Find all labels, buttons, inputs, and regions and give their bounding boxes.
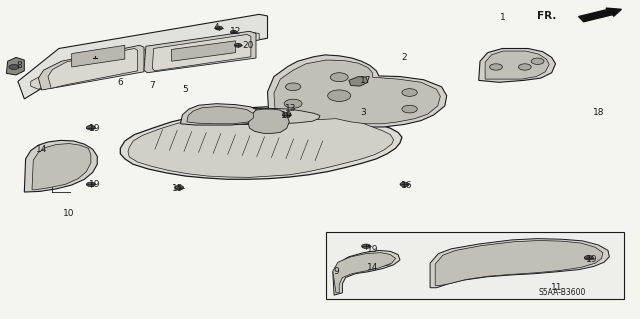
Circle shape [86,182,95,187]
Circle shape [584,256,593,260]
Circle shape [9,64,19,70]
Polygon shape [128,108,394,177]
Circle shape [518,64,531,70]
Polygon shape [479,48,556,82]
Polygon shape [152,34,251,71]
Polygon shape [48,48,138,88]
Circle shape [402,89,417,96]
Polygon shape [32,144,91,190]
Text: 9: 9 [333,267,339,276]
Polygon shape [144,31,256,73]
Bar [326,232,624,299]
Polygon shape [172,41,236,61]
Text: 5: 5 [183,85,188,94]
Text: 17: 17 [360,76,371,85]
Text: 8: 8 [17,61,22,70]
Text: 19: 19 [89,124,100,133]
Text: FR.: FR. [538,11,557,21]
Text: 13: 13 [285,104,297,113]
Circle shape [490,64,502,70]
Text: 16: 16 [401,181,412,190]
Text: 19: 19 [367,245,378,254]
Circle shape [230,30,237,33]
Text: 4: 4 [214,23,219,32]
Circle shape [330,73,348,82]
Circle shape [234,43,242,47]
Text: 11: 11 [551,283,563,292]
Text: S5AA-B3600: S5AA-B3600 [538,288,586,297]
Polygon shape [6,57,24,75]
Text: 15: 15 [172,184,184,193]
Polygon shape [180,104,261,125]
Circle shape [362,244,371,249]
Text: 12: 12 [230,27,241,36]
Polygon shape [248,109,289,133]
Circle shape [175,185,184,190]
Circle shape [531,58,544,64]
Polygon shape [435,241,603,286]
Circle shape [282,113,291,117]
Circle shape [400,182,409,187]
Polygon shape [24,140,97,192]
Polygon shape [120,107,402,179]
Polygon shape [180,108,320,124]
Polygon shape [72,45,125,67]
Text: 19: 19 [281,111,292,120]
Text: 2: 2 [402,53,407,62]
Polygon shape [31,32,259,89]
Polygon shape [18,14,268,99]
Polygon shape [187,107,253,124]
Polygon shape [485,51,549,79]
Text: 19: 19 [89,180,100,189]
Circle shape [86,125,95,130]
Text: 1: 1 [500,13,505,22]
Polygon shape [274,60,440,124]
Text: 3: 3 [361,108,366,117]
FancyArrow shape [579,8,621,22]
Circle shape [284,99,302,108]
Text: 18: 18 [593,108,604,117]
Text: 20: 20 [243,41,254,50]
Text: 6: 6 [118,78,123,87]
Text: 19: 19 [586,255,598,263]
Text: 7: 7 [150,81,155,90]
Polygon shape [333,253,396,293]
Circle shape [402,105,417,113]
Polygon shape [333,250,400,295]
Circle shape [215,26,223,30]
Text: 14: 14 [367,263,378,272]
Circle shape [285,83,301,91]
Circle shape [328,90,351,101]
Polygon shape [38,45,144,90]
Polygon shape [349,77,368,86]
Polygon shape [268,55,447,127]
Text: 14: 14 [36,145,47,154]
Polygon shape [430,239,609,288]
Text: 10: 10 [63,209,75,218]
